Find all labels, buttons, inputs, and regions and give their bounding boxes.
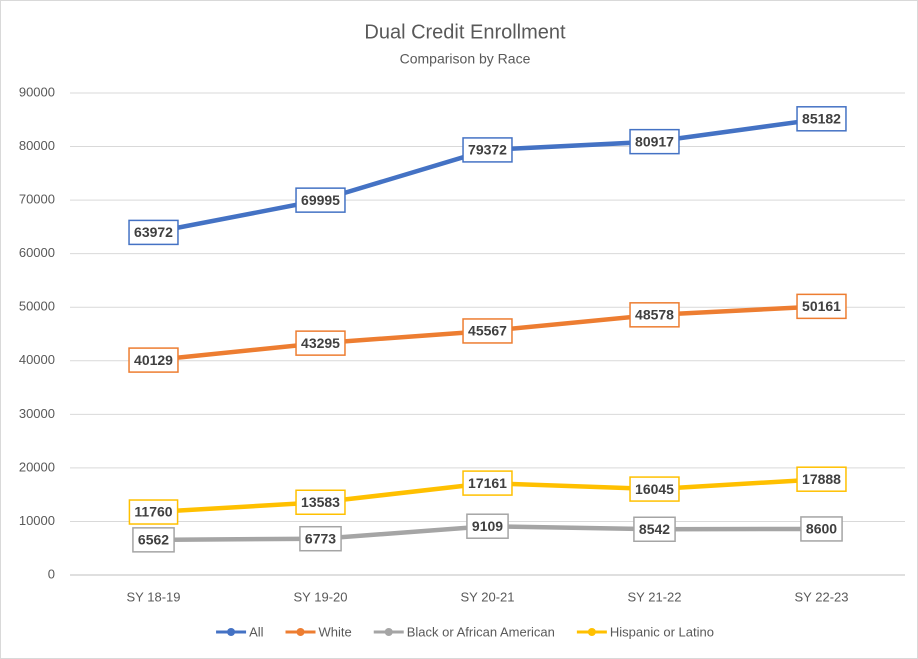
- legend-marker: [384, 628, 393, 636]
- chart-title: Dual Credit Enrollment: [364, 21, 566, 43]
- x-tick-label: SY 19-20: [294, 589, 348, 604]
- data-label: 6562: [138, 532, 169, 548]
- legend-marker: [587, 628, 596, 636]
- data-label: 79372: [468, 142, 507, 158]
- legend-item: White: [285, 624, 352, 639]
- data-label-box: [128, 499, 179, 525]
- legend-label: All: [249, 624, 264, 639]
- y-tick-label: 10000: [19, 513, 55, 528]
- data-label: 16045: [635, 481, 674, 497]
- data-label-box: [796, 106, 847, 132]
- data-label-box: [629, 476, 680, 502]
- y-tick-label: 20000: [19, 459, 55, 474]
- data-label-box: [466, 513, 509, 539]
- data-label: 63972: [134, 224, 173, 240]
- data-label-box: [462, 470, 513, 496]
- data-label-box: [800, 516, 843, 542]
- legend-label: White: [319, 624, 352, 639]
- data-label-box: [796, 293, 847, 320]
- data-label: 9109: [472, 518, 503, 534]
- data-label: 43295: [301, 335, 340, 351]
- data-label: 8600: [806, 521, 837, 537]
- legend-marker: [296, 628, 305, 636]
- data-label-box: [629, 302, 680, 328]
- data-label: 48578: [635, 307, 674, 323]
- y-tick-label: 90000: [19, 84, 55, 99]
- data-label-box: [633, 516, 676, 543]
- x-tick-label: SY 18-19: [127, 589, 181, 604]
- legend-label: Hispanic or Latino: [610, 624, 714, 639]
- data-label-box: [295, 489, 346, 516]
- data-label: 11760: [134, 504, 172, 520]
- data-label: 13583: [301, 494, 340, 510]
- y-tick-label: 80000: [19, 138, 55, 153]
- x-tick-label: SY 21-22: [628, 589, 682, 604]
- data-label-box: [295, 330, 346, 356]
- legend-item: Hispanic or Latino: [576, 624, 714, 639]
- chart-subtitle: Comparison by Race: [400, 51, 531, 67]
- data-label-box: [462, 318, 513, 344]
- data-label-box: [462, 137, 513, 163]
- data-label-box: [132, 527, 175, 553]
- data-label-box: [128, 219, 179, 246]
- data-label: 45567: [468, 323, 507, 339]
- y-tick-label: 30000: [19, 406, 55, 421]
- legend-item: All: [216, 624, 264, 639]
- legend-label: Black or African American: [407, 624, 555, 639]
- y-tick-label: 0: [48, 566, 55, 581]
- data-label: 6773: [305, 530, 336, 546]
- y-tick-label: 50000: [19, 299, 55, 314]
- legend-item: Black or African American: [373, 624, 555, 639]
- data-label: 50161: [802, 298, 841, 314]
- y-tick-label: 70000: [19, 192, 55, 207]
- data-label: 69995: [301, 192, 340, 208]
- x-tick-label: SY 20-21: [461, 589, 515, 604]
- data-label: 85182: [802, 111, 841, 127]
- y-tick-label: 40000: [19, 352, 55, 367]
- data-label: 80917: [635, 133, 674, 149]
- data-label-box: [629, 128, 680, 155]
- y-tick-label: 60000: [19, 245, 55, 260]
- x-tick-label: SY 22-23: [795, 589, 849, 604]
- legend-marker: [227, 628, 236, 636]
- data-label: 40129: [134, 352, 173, 368]
- data-label-box: [128, 347, 179, 373]
- data-label-box: [295, 187, 346, 213]
- data-label: 17888: [802, 471, 841, 487]
- data-label: 17161: [468, 475, 507, 491]
- data-label-box: [796, 466, 847, 492]
- data-label-box: [299, 525, 342, 552]
- data-label: 8542: [639, 521, 670, 537]
